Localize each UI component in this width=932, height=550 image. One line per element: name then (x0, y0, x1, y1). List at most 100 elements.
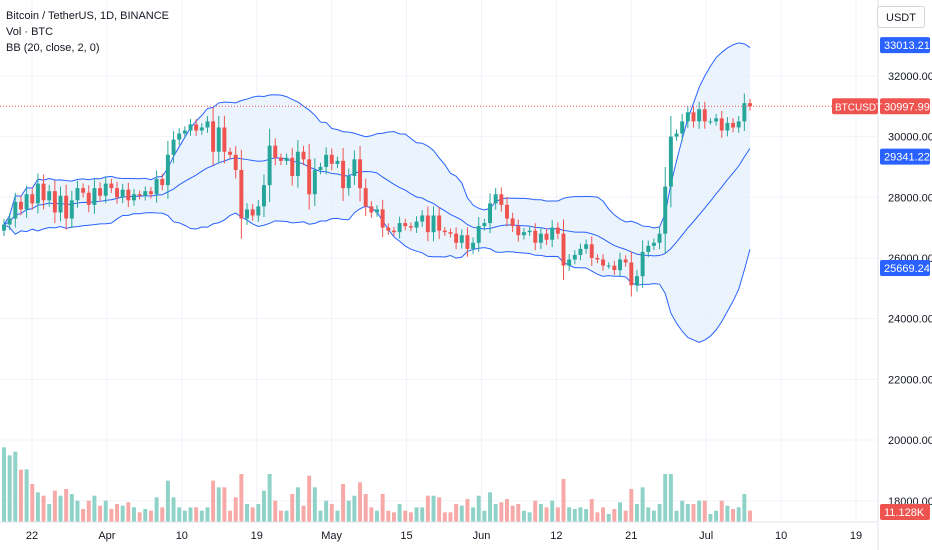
volume-bar (261, 490, 266, 522)
volume-bar (521, 510, 526, 522)
volume-bar (476, 495, 481, 522)
volume-bar (505, 499, 509, 522)
price-axis: 18000.0020000.0022000.0024000.0026000.00… (832, 0, 932, 550)
volume-bar (228, 510, 233, 522)
candle-body (267, 145, 272, 186)
price-label-bb-upper-bg (880, 37, 930, 54)
candle-body (284, 157, 289, 161)
volume-bar (205, 507, 210, 522)
volume-bar (629, 489, 634, 522)
candle-body (2, 224, 6, 231)
bb-fill (4, 42, 750, 343)
bollinger-bands-label[interactable]: BB (20, close, 2, 0) (6, 42, 100, 54)
volume-bar (414, 507, 419, 522)
candle-body (414, 221, 419, 228)
candle-body (510, 218, 515, 227)
symbol-title[interactable]: Bitcoin / TetherUS, 1D, BINANCE (6, 10, 170, 22)
candle-body (612, 265, 617, 271)
candle-body (691, 112, 696, 122)
candle-body (584, 244, 589, 249)
volume-bar (425, 495, 430, 522)
volume-bar (499, 502, 504, 522)
volume-bar (86, 500, 91, 522)
candles (2, 93, 752, 297)
currency-button[interactable]: USDT (877, 6, 925, 28)
volume-bar (92, 495, 97, 522)
candle-body (527, 230, 532, 233)
volume-bar (640, 487, 645, 522)
candle-body (578, 248, 583, 255)
volume-bar (103, 500, 108, 522)
volume-bar (222, 487, 227, 522)
volume-bar (561, 479, 566, 522)
symbol-badge: BTCUSDT (835, 102, 882, 113)
candle-body (685, 112, 690, 122)
volume-bar (538, 504, 543, 522)
candle-body (194, 124, 199, 131)
last-price-label: 30997.99 (884, 101, 930, 113)
volume-bar (188, 507, 193, 522)
volume-bar (646, 507, 651, 522)
candle-body (346, 176, 351, 189)
volume-bar (47, 504, 52, 522)
candle-body (708, 121, 713, 123)
candle-body (35, 183, 40, 204)
candle-body (448, 232, 453, 234)
candle-body (295, 151, 300, 177)
volume-bar (329, 504, 334, 522)
volume-bar (24, 469, 29, 522)
time-tick-label: 10 (775, 530, 787, 542)
candle-body (228, 151, 233, 155)
price-tick-label: 28000.00 (888, 192, 932, 204)
volume-bar (527, 512, 532, 522)
candle-body (126, 189, 131, 201)
volume-bar (369, 507, 374, 522)
price-label-bb-middle: 29341.22 (884, 152, 930, 164)
time-tick-label: May (321, 530, 342, 542)
volume-bar (397, 504, 402, 522)
volume-bar (391, 512, 396, 522)
price-tick-label: 24000.00 (888, 314, 932, 326)
candle-body (589, 244, 594, 258)
volume-bar (13, 451, 18, 522)
volume-bar (375, 510, 379, 522)
candle-body (634, 276, 639, 286)
volume-bar (177, 507, 182, 522)
candle-body (182, 130, 187, 134)
candle-body (52, 191, 57, 213)
volume-bar (284, 510, 289, 522)
candle-body (69, 200, 74, 219)
volume-bar (346, 500, 351, 522)
candle-body (668, 136, 673, 187)
candle-body (75, 188, 80, 201)
volume-bar (126, 502, 131, 522)
volume-bar (668, 474, 673, 522)
last-volume-label: 11.128K (884, 507, 925, 519)
time-tick-label: 19 (850, 530, 862, 542)
candle-body (425, 215, 430, 233)
candle-body (555, 227, 560, 234)
volume-bar (324, 500, 329, 522)
volume-bar (69, 494, 74, 522)
candle-body (58, 195, 63, 213)
price-label-bb-lower-bg (880, 260, 930, 277)
volume-bar (454, 504, 459, 522)
candle-body (454, 233, 459, 243)
bb-upper-line (3, 42, 751, 229)
volume-bar (120, 505, 125, 522)
candle-body (290, 157, 295, 177)
last-price-label-bg (880, 98, 930, 115)
volume-indicator-label[interactable]: Vol · BTC (6, 26, 54, 38)
volume-bar (612, 509, 617, 522)
candle-body (41, 183, 46, 201)
candle-body (386, 227, 391, 231)
candle-body (171, 139, 176, 155)
volume-bar (358, 482, 363, 522)
volume-bar (7, 455, 12, 522)
volume-bar (250, 507, 255, 522)
candle-body (205, 121, 210, 128)
time-tick-label: Jun (473, 530, 491, 542)
price-tick-label: 30000.00 (888, 132, 932, 144)
candle-body (459, 235, 464, 243)
